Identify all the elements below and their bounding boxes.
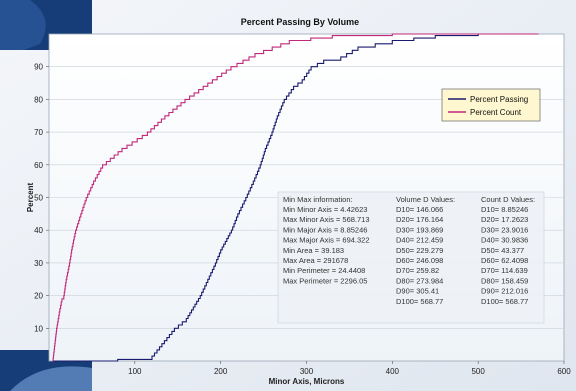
series-line-percent-passing [52,33,539,362]
info-line: Max Area = 291678 [283,256,348,265]
y-tick-label: 10 [34,324,43,333]
info-line: Min Minor Axis = 4.42623 [283,205,367,214]
info-line: Max Perimeter = 2296.05 [283,276,367,285]
chart-title: Percent Passing By Volume [241,17,359,27]
y-tick-label: 70 [34,128,43,137]
volume-d-header: Volume D Values: [396,195,455,204]
info-line: D90= 305.41 [396,287,439,296]
info-line: D80= 273.984 [396,276,443,285]
x-tick-label: 400 [386,367,400,376]
axis-ticks: 10 20 30 40 50 60 70 80 90 100 200 300 400 500 600 [34,63,571,376]
y-tick-label: 30 [34,259,43,268]
x-axis-title: Minor Axis, Microns [269,377,345,386]
x-tick-label: 300 [300,367,314,376]
info-line: D30= 193.869 [396,225,443,234]
y-tick-label: 90 [34,63,43,72]
info-line: D100= 568.77 [396,297,443,306]
info-line: D10= 146.066 [396,205,443,214]
count-d-header: Count D Values: [481,195,535,204]
info-line: D50= 229.279 [396,246,443,255]
info-line: Max Minor Axis = 568.713 [283,215,370,224]
legend-label-percent-count: Percent Count [470,108,522,117]
x-tick-label: 100 [128,367,142,376]
series-line-percent-count [52,33,539,362]
y-axis-title: Percent [26,182,35,212]
minmax-header: Min Max information: [283,195,353,204]
info-line: D20= 17.2623 [481,215,528,224]
bottom-left-photo-highlight [10,366,92,391]
y-tick-label: 40 [34,226,43,235]
y-tick-label: 20 [34,292,43,301]
y-tick-label: 50 [34,194,43,203]
info-line: D100= 568.77 [481,297,528,306]
legend-box [441,88,541,122]
info-line: D60= 246.098 [396,256,443,265]
statistics-panel-background [277,191,545,324]
info-line: D70= 114.639 [481,266,528,275]
info-line: D90= 212.016 [481,287,528,296]
info-line: D40= 212.459 [396,236,443,245]
info-line: Min Perimeter = 24.4408 [283,266,365,275]
legend-label-percent-passing: Percent Passing [470,95,528,104]
info-line: D50= 43.377 [481,246,524,255]
x-tick-label: 600 [557,367,571,376]
info-line: Min Area = 39.183 [283,246,344,255]
statistics-panel: Min Max information: Min Minor Axis = 4.… [277,191,545,324]
info-line: D70= 259.82 [396,266,439,275]
info-line: D80= 158.459 [481,276,528,285]
info-line: D20= 176.164 [396,215,443,224]
info-line: D30= 23.9016 [481,225,528,234]
top-left-photo-highlight [0,0,46,50]
y-tick-label: 80 [34,95,43,104]
series-lines [52,33,539,362]
info-line: D10= 8.85246 [481,205,528,214]
x-tick-label: 500 [471,367,485,376]
legend: Percent Passing Percent Count [441,88,541,122]
info-line: Max Major Axis = 694.322 [283,236,370,245]
info-line: D60= 62.4098 [481,256,528,265]
y-tick-label: 60 [34,161,43,170]
info-line: D40= 30.9836 [481,236,528,245]
x-tick-label: 200 [214,367,228,376]
info-line: Min Major Axis = 8.85246 [283,225,367,234]
